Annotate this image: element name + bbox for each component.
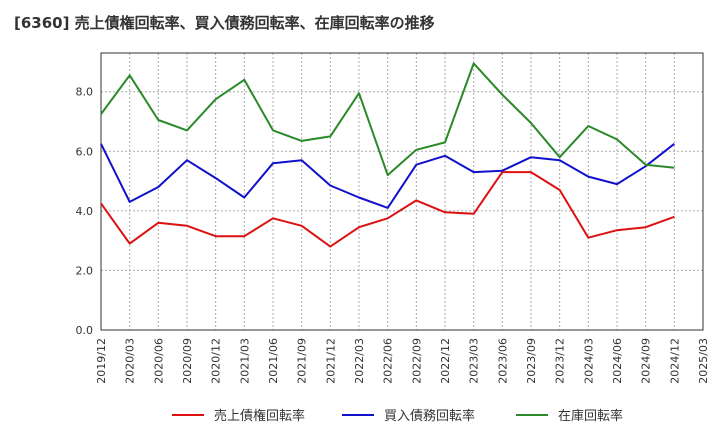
y-tick-label: 8.0 — [76, 86, 94, 99]
legend-label-1: 売上債権回転率 — [214, 408, 305, 424]
x-tick-label: 2020/06 — [152, 338, 165, 384]
x-axis-ticks: 2019/12 2020/03 2020/06 2020/09 2020/12 2021/… — [95, 338, 710, 384]
x-tick-label: 2019/12 — [95, 338, 108, 384]
legend: 売上債権回転率 買入債務回転率 在庫回転率 — [172, 408, 623, 424]
x-tick-label: 2022/06 — [382, 338, 395, 384]
x-tick-label: 2024/03 — [582, 338, 595, 384]
chart-title: [6360] 売上債権回転率、買入債務回転率、在庫回転率の推移 — [14, 14, 435, 32]
x-tick-label: 2025/03 — [697, 338, 710, 384]
x-tick-label: 2021/09 — [296, 338, 309, 384]
x-tick-label: 2020/03 — [124, 338, 137, 384]
x-tick-label: 2023/09 — [525, 338, 538, 384]
x-tick-label: 2021/12 — [324, 338, 337, 384]
grid-lines — [101, 53, 703, 330]
series-lines — [100, 62, 675, 248]
legend-label-3: 在庫回転率 — [558, 408, 623, 424]
x-tick-label: 2022/03 — [353, 338, 366, 384]
series-line-3 — [100, 62, 675, 177]
x-tick-label: 2021/03 — [238, 338, 251, 384]
x-tick-label: 2024/09 — [640, 338, 653, 384]
x-tick-label: 2020/09 — [181, 338, 194, 384]
plot-frame — [100, 52, 704, 331]
x-tick-label: 2020/12 — [210, 338, 223, 384]
y-tick-label: 2.0 — [76, 264, 94, 277]
x-tick-label: 2023/03 — [468, 338, 481, 384]
x-tick-label: 2022/09 — [410, 338, 423, 384]
series-line-1 — [100, 171, 675, 248]
x-tick-label: 2024/12 — [668, 338, 681, 384]
y-axis-ticks: 0.0 2.0 4.0 6.0 8.0 — [76, 86, 94, 337]
y-tick-label: 6.0 — [76, 145, 94, 158]
x-tick-label: 2023/06 — [496, 338, 509, 384]
y-tick-label: 4.0 — [76, 205, 94, 218]
x-tick-label: 2023/12 — [554, 338, 567, 384]
x-tick-label: 2021/06 — [267, 338, 280, 384]
series-line-2 — [100, 143, 675, 209]
y-tick-label: 0.0 — [76, 324, 94, 337]
x-tick-label: 2024/06 — [611, 338, 624, 384]
legend-label-2: 買入債務回転率 — [384, 408, 475, 424]
x-tick-label: 2022/12 — [439, 338, 452, 384]
